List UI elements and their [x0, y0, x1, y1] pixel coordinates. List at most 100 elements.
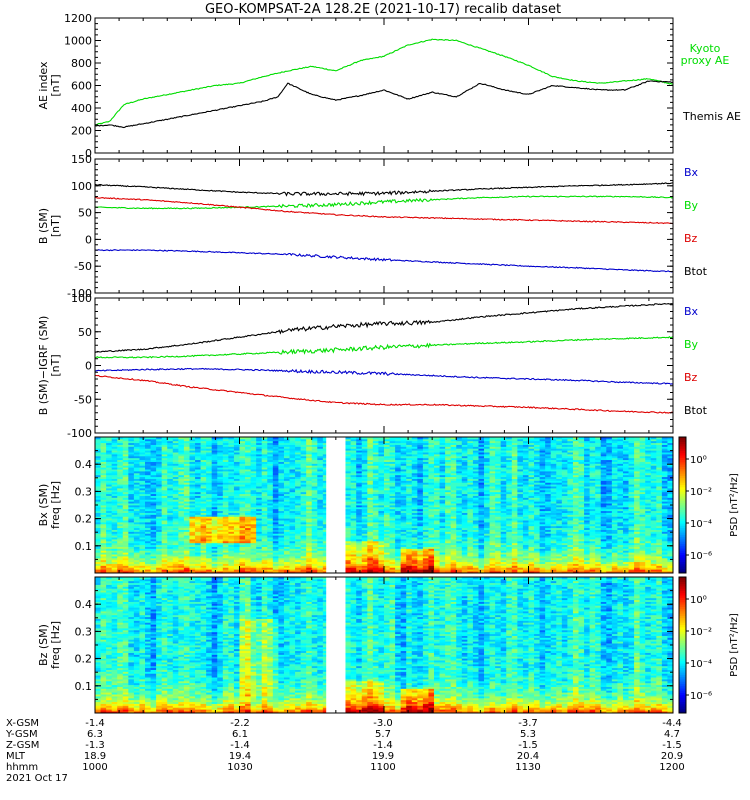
spectrogram-cell	[178, 512, 185, 515]
spectrogram-cell	[150, 516, 157, 519]
spectrogram-cell	[145, 488, 151, 491]
spectrogram-cell	[95, 503, 101, 506]
legend-by: By	[684, 338, 699, 351]
spectrogram-cell	[100, 459, 107, 462]
spectrogram-cell	[172, 469, 179, 472]
spectrogram-cell	[111, 499, 118, 502]
spectrogram-cell	[106, 554, 113, 557]
spectrogram-cell	[106, 523, 113, 527]
spectrogram-cell	[161, 567, 168, 570]
spectrogram-cell	[117, 508, 124, 512]
spectrogram-cell	[122, 503, 129, 506]
spectrogram-cell	[128, 467, 135, 470]
spectrogram-cell	[128, 455, 135, 459]
spectrogram-cell	[106, 561, 113, 564]
spectrogram-cell	[139, 446, 146, 449]
spectrogram-cell	[100, 438, 107, 442]
spectrogram-cell	[111, 488, 118, 491]
spectrogram-cell	[167, 554, 174, 557]
spectrogram-cell	[145, 508, 151, 512]
spectrogram-cell	[167, 546, 174, 549]
spectrogram-cell	[128, 450, 135, 453]
spectrogram-cell	[156, 442, 163, 445]
spectrogram-cell	[156, 480, 163, 483]
spectrogram-cell	[95, 537, 101, 540]
spectrogram-cell	[133, 539, 140, 542]
spectrogram-cell	[178, 533, 185, 536]
spectrogram-cell	[145, 533, 151, 536]
spectrogram-cell	[111, 510, 118, 513]
spectrogram-cell	[167, 493, 174, 496]
spectrogram-cell	[106, 510, 113, 513]
spectrogram-cell	[106, 478, 113, 481]
spectrogram-cell	[122, 525, 129, 529]
spectrogram-cell	[145, 512, 151, 515]
spectrogram-cell	[161, 556, 168, 559]
spectrogram-cell	[150, 450, 157, 453]
spectrogram-cell	[106, 503, 113, 506]
spectrogram-cell	[128, 488, 135, 491]
spectrogram-cell	[111, 476, 118, 479]
y-tick-label: 600	[71, 80, 92, 93]
spectrogram-cell	[122, 454, 129, 457]
spectrogram-cell	[200, 493, 207, 496]
spectrogram-cell	[200, 488, 207, 491]
spectrogram-cell	[100, 442, 107, 445]
spectrogram-cell	[178, 506, 185, 510]
spectrogram-cell	[172, 540, 179, 544]
spectrogram-cell	[111, 467, 118, 470]
spectrogram-cell	[95, 454, 101, 457]
spectrogram-cell	[200, 529, 207, 532]
spectrogram-cell	[172, 454, 179, 457]
spectrogram-cell	[178, 527, 185, 530]
spectrogram-cell	[117, 501, 124, 504]
spectrogram-cell	[183, 529, 190, 532]
spectrogram-cell	[189, 454, 196, 457]
spectrogram-cell	[111, 459, 118, 462]
spectrogram-cell	[128, 438, 135, 442]
spectrogram-cell	[167, 452, 174, 455]
spectrogram-cell	[161, 499, 168, 502]
spectrogram-cell	[200, 491, 207, 495]
spectrogram-cell	[167, 471, 174, 474]
spectrogram-cell	[183, 510, 190, 513]
legend-by: By	[684, 199, 699, 212]
spectrogram-cell	[178, 535, 185, 538]
spectrogram-cell	[100, 567, 107, 570]
spectrogram-cell	[117, 474, 124, 478]
spectrogram-cell	[150, 550, 157, 553]
spectrogram-cell	[161, 457, 168, 461]
spectrogram-cell	[189, 444, 196, 447]
spectrogram-cell	[106, 476, 113, 479]
spectrogram-cell	[172, 520, 179, 523]
spectrogram-cell	[145, 518, 151, 521]
spectrogram-cell	[195, 565, 201, 568]
spectrogram-cell	[128, 535, 135, 538]
spectrogram-cell	[156, 561, 163, 564]
spectrogram-cell	[195, 478, 201, 481]
spectrogram-cell	[95, 527, 101, 530]
spectrogram-cell	[172, 516, 179, 519]
spectrogram-cell	[122, 472, 129, 476]
spectrogram-cell	[183, 561, 190, 564]
spectrogram-cell	[167, 484, 174, 487]
spectrogram-cell	[111, 501, 118, 504]
spectrogram-cell	[195, 537, 201, 540]
spectrogram-cell	[150, 546, 157, 549]
spectrogram-cell	[122, 540, 129, 544]
spectrogram-cell	[106, 569, 113, 572]
spectrogram-cell	[195, 561, 201, 564]
spectrogram-cell	[145, 454, 151, 457]
spectrogram-cell	[161, 539, 168, 542]
spectrogram-cell	[139, 567, 146, 570]
spectrogram-cell	[183, 459, 190, 462]
spectrogram-cell	[167, 527, 174, 530]
spectrogram-cell	[189, 563, 196, 566]
spectrogram-cell	[200, 527, 207, 530]
spectrogram-cell	[111, 437, 118, 440]
spectrogram-cell	[128, 529, 135, 532]
spectrogram-cell	[95, 508, 101, 512]
spectrogram-cell	[111, 457, 118, 461]
spectrogram-cell	[189, 505, 196, 508]
